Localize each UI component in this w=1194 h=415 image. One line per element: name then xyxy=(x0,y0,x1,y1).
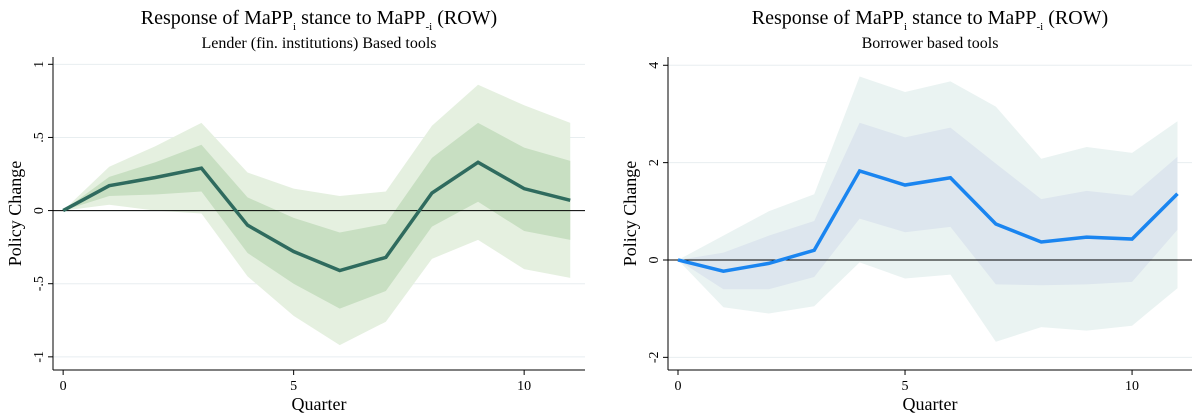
y-tick-label: 4 xyxy=(647,62,662,69)
title-part: stance to MaPP xyxy=(907,7,1036,29)
chart-title: Response of MaPPi stance to MaPP-i (ROW) xyxy=(752,7,1108,33)
x-tick-label: 0 xyxy=(674,379,681,394)
chart-subtitle: Borrower based tools xyxy=(862,35,999,52)
title-subscript: -i xyxy=(426,21,433,33)
title-part: Response of MaPP xyxy=(141,7,293,29)
x-tick-label: 10 xyxy=(517,379,531,394)
y-axis-label: Policy Change xyxy=(620,161,640,267)
series-line xyxy=(62,160,571,273)
y-tick-label: 1 xyxy=(32,61,47,68)
title-subscript: -i xyxy=(1037,21,1044,33)
y-tick-label: -1 xyxy=(32,351,47,363)
title-subscript: i xyxy=(293,21,296,33)
y-tick-label: 0 xyxy=(32,207,47,214)
y-tick-label: 0 xyxy=(647,256,662,263)
title-part: (ROW) xyxy=(1043,7,1108,29)
x-tick-label: 10 xyxy=(1125,379,1139,394)
title-part: (ROW) xyxy=(432,7,497,29)
y-axis-label: Policy Change xyxy=(5,161,25,267)
x-tick-label: 0 xyxy=(60,379,67,394)
chart-title: Response of MaPPi stance to MaPP-i (ROW) xyxy=(141,7,497,33)
title-part: Response of MaPP xyxy=(752,7,904,29)
x-tick-label: 5 xyxy=(902,379,909,394)
x-axis-label: Quarter xyxy=(292,394,347,414)
confidence-band xyxy=(677,122,1178,290)
title-subscript: i xyxy=(904,21,907,33)
y-tick-label: .5 xyxy=(32,132,47,143)
y-tick-label: 2 xyxy=(647,159,662,166)
series-line xyxy=(677,168,1179,273)
x-tick-label: 5 xyxy=(290,379,297,394)
y-tick-label: -2 xyxy=(647,352,662,364)
y-tick-label: -.5 xyxy=(32,276,47,291)
x-axis-label: Quarter xyxy=(903,394,958,414)
confidence-band xyxy=(63,84,571,346)
chart-subtitle: Lender (fin. institutions) Based tools xyxy=(201,35,436,52)
title-part: stance to MaPP xyxy=(296,7,425,29)
